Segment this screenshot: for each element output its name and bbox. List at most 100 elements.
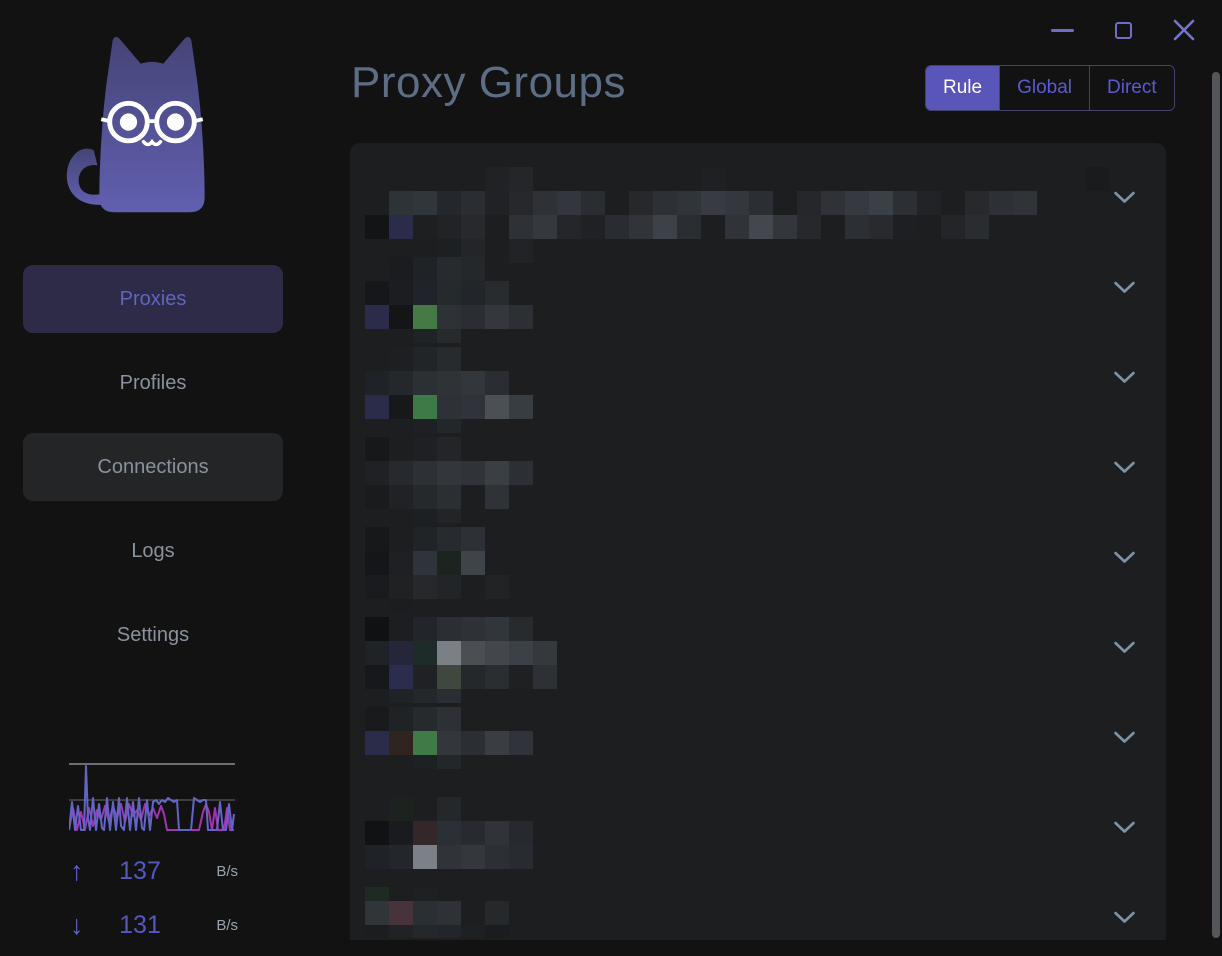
redacted-pixel-tile bbox=[413, 887, 437, 901]
redacted-pixel-tile bbox=[413, 575, 437, 599]
redacted-pixel-tile bbox=[629, 215, 653, 239]
redacted-pixel-gap bbox=[677, 167, 701, 191]
proxy-group-row[interactable] bbox=[350, 605, 1166, 703]
redacted-pixel-tile bbox=[389, 371, 413, 395]
redacted-pixel-tile bbox=[725, 215, 749, 239]
redacted-pixel-tile bbox=[389, 925, 413, 938]
redacted-pixel-tile bbox=[437, 419, 461, 433]
redacted-pixel-tile bbox=[365, 845, 389, 869]
redacted-pixel-tile bbox=[365, 461, 389, 485]
redacted-pixel-gap bbox=[629, 167, 653, 191]
cat-body bbox=[99, 36, 205, 213]
redacted-pixel-tile bbox=[461, 527, 485, 551]
chevron-down-icon[interactable] bbox=[1113, 911, 1136, 930]
redacted-pixel-tile bbox=[581, 215, 605, 239]
proxy-group-row[interactable]: DIRECT bbox=[350, 875, 1166, 940]
sidebar-item-proxies[interactable]: Proxies bbox=[23, 265, 283, 333]
redacted-group-text: DIRECT bbox=[365, 887, 1146, 940]
chevron-down-icon[interactable] bbox=[1113, 281, 1136, 300]
redacted-pixel-tile bbox=[461, 395, 485, 419]
redacted-group-text bbox=[365, 257, 1146, 343]
chevron-down-icon[interactable] bbox=[1113, 551, 1136, 570]
proxy-group-row[interactable] bbox=[350, 695, 1166, 785]
sidebar-item-connections[interactable]: Connections bbox=[23, 433, 283, 501]
minimize-icon bbox=[1050, 28, 1074, 32]
redacted-pixel-tile bbox=[461, 617, 485, 641]
chevron-down-icon[interactable] bbox=[1113, 461, 1136, 480]
redacted-pixel-tile bbox=[797, 191, 821, 215]
redacted-pixel-tile bbox=[437, 731, 461, 755]
sidebar-item-logs[interactable]: Logs bbox=[23, 517, 283, 585]
redacted-pixel-tile bbox=[365, 617, 389, 641]
redacted-pixel-tile bbox=[413, 305, 437, 329]
redacted-pixel-tile bbox=[509, 821, 533, 845]
redacted-pixel-tile bbox=[365, 821, 389, 845]
redacted-pixel-tile bbox=[437, 901, 461, 925]
chevron-down-icon[interactable] bbox=[1113, 821, 1136, 840]
redacted-pixel-tile bbox=[365, 575, 389, 599]
redacted-pixel-tile bbox=[485, 305, 509, 329]
redacted-pixel-tile bbox=[1013, 191, 1037, 215]
outbound-mode-switch: Rule Global Direct bbox=[925, 65, 1175, 111]
sidebar-item-profiles[interactable]: Profiles bbox=[23, 349, 283, 417]
redacted-pixel-gap bbox=[773, 167, 797, 191]
redacted-pixel-gap bbox=[461, 575, 485, 599]
redacted-pixel-gap bbox=[1037, 167, 1061, 191]
redacted-pixel-tile bbox=[653, 191, 677, 215]
redacted-pixel-tile bbox=[365, 485, 389, 509]
redacted-pixel-tile bbox=[389, 821, 413, 845]
redacted-pixel-tile bbox=[437, 437, 461, 461]
redacted-pixel-tile bbox=[389, 845, 413, 869]
redacted-pixel-tile bbox=[485, 665, 509, 689]
page-title: Proxy Groups bbox=[351, 58, 626, 107]
redacted-pixel-tile bbox=[797, 215, 821, 239]
redacted-pixel-tile bbox=[437, 281, 461, 305]
proxy-group-row[interactable] bbox=[350, 785, 1166, 875]
redacted-pixel-tile bbox=[413, 329, 437, 343]
redacted-pixel-tile bbox=[437, 509, 461, 523]
redacted-pixel-gap bbox=[389, 527, 413, 551]
redacted-pixel-gap bbox=[893, 167, 917, 191]
redacted-group-text bbox=[365, 437, 1146, 523]
redacted-pixel-gap bbox=[773, 191, 797, 215]
proxy-group-row[interactable] bbox=[350, 425, 1166, 523]
maximize-button[interactable] bbox=[1109, 16, 1137, 44]
redacted-pixel-tile bbox=[389, 641, 413, 665]
redacted-pixel-tile bbox=[389, 665, 413, 689]
redacted-pixel-tile bbox=[677, 191, 701, 215]
close-button[interactable] bbox=[1170, 16, 1198, 44]
mode-tab-global[interactable]: Global bbox=[999, 66, 1089, 110]
redacted-group-text bbox=[365, 527, 1146, 613]
redacted-pixel-gap bbox=[413, 797, 437, 821]
vertical-scrollbar-thumb[interactable] bbox=[1212, 72, 1220, 938]
redacted-pixel-tile bbox=[509, 665, 533, 689]
chevron-down-icon[interactable] bbox=[1113, 191, 1136, 210]
redacted-pixel-tile bbox=[365, 925, 389, 938]
redacted-pixel-tile bbox=[413, 641, 437, 665]
proxy-group-row[interactable] bbox=[350, 515, 1166, 613]
redacted-pixel-tile bbox=[437, 551, 461, 575]
redacted-pixel-gap bbox=[605, 191, 629, 215]
sidebar-item-settings[interactable]: Settings bbox=[23, 601, 283, 669]
chevron-down-icon[interactable] bbox=[1113, 641, 1136, 660]
redacted-pixel-tile bbox=[365, 281, 389, 305]
mode-tab-rule[interactable]: Rule bbox=[926, 66, 1000, 110]
minimize-button[interactable] bbox=[1048, 16, 1076, 44]
redacted-pixel-gap bbox=[965, 167, 989, 191]
redacted-pixel-tile bbox=[437, 617, 461, 641]
redacted-pixel-tile bbox=[533, 215, 557, 239]
sidebar-nav: Proxies Profiles Connections Logs Settin… bbox=[23, 265, 283, 685]
proxy-group-row[interactable] bbox=[350, 245, 1166, 343]
chevron-down-icon[interactable] bbox=[1113, 371, 1136, 390]
chevron-down-icon[interactable] bbox=[1113, 731, 1136, 750]
redacted-pixel-gap bbox=[941, 167, 965, 191]
proxy-group-row[interactable] bbox=[350, 335, 1166, 433]
redacted-pixel-gap bbox=[533, 167, 557, 191]
redacted-pixel-tile bbox=[509, 167, 533, 191]
redacted-pixel-tile bbox=[533, 641, 557, 665]
proxy-group-list: DIRECT bbox=[350, 143, 1166, 940]
redacted-pixel-tile bbox=[437, 845, 461, 869]
mode-tab-direct[interactable]: Direct bbox=[1089, 66, 1174, 110]
cat-tail bbox=[66, 148, 104, 205]
proxy-group-row[interactable] bbox=[350, 155, 1166, 263]
